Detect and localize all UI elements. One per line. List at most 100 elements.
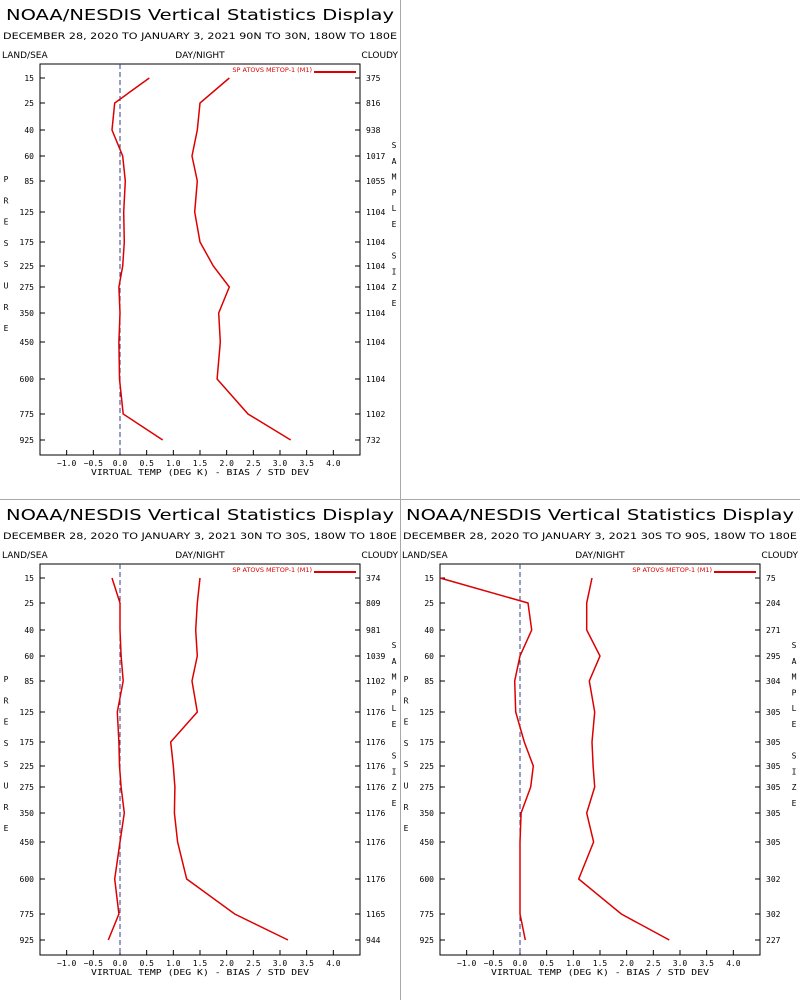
- panel-divider-vertical: [400, 0, 401, 1000]
- sample-size-label: 1176: [366, 738, 385, 747]
- sample-size-label: 732: [366, 436, 381, 445]
- pressure-level-label: 450: [20, 338, 35, 347]
- sample-size-label: 304: [766, 677, 781, 686]
- pressure-level-label: 40: [24, 626, 34, 635]
- x-tick-label: 0.5: [539, 959, 554, 968]
- plot-frame: [39, 63, 361, 456]
- sample-size-label: 1055: [366, 177, 385, 186]
- sample-size-label: 1104: [366, 309, 385, 318]
- pressure-axis-letter: S: [4, 239, 9, 248]
- pressure-level-label: 60: [424, 652, 434, 661]
- x-tick-label: 4.0: [326, 959, 341, 968]
- sample-size-axis-letter: A: [392, 157, 397, 166]
- pressure-level-label: 275: [420, 783, 435, 792]
- x-tick-label: 1.5: [193, 459, 208, 468]
- sample-size-axis-letter: S: [392, 752, 397, 761]
- sample-size-axis-letter: E: [792, 799, 797, 808]
- pressure-level-label: 125: [420, 708, 435, 717]
- x-tick-label: 2.5: [646, 959, 661, 968]
- pressure-axis-letter: E: [404, 824, 409, 833]
- sample-size-axis-letter: M: [792, 673, 797, 682]
- pressure-level-label: 40: [24, 126, 34, 135]
- sample-size-axis-letter: Z: [392, 783, 397, 792]
- pressure-level-label: 775: [420, 910, 435, 919]
- pressure-axis-letter: E: [4, 824, 9, 833]
- chart-svg: NOAA/NESDIS Vertical Statistics Display D…: [2, 6, 398, 477]
- sample-size-label: 305: [766, 762, 781, 771]
- sample-size-axis-letter: S: [792, 752, 797, 761]
- x-tick-label: 2.0: [219, 459, 234, 468]
- legend-label: SP ATOVS METOP-1 (M1): [232, 566, 312, 574]
- sample-size-axis-letter: E: [392, 799, 397, 808]
- sample-size-axis-letter: L: [792, 704, 797, 713]
- pressure-axis-letter: P: [404, 675, 409, 684]
- pressure-level-label: 175: [420, 738, 435, 747]
- x-tick-label: 1.5: [593, 959, 608, 968]
- pressure-axis-letter: P: [4, 675, 9, 684]
- sample-size-label: 295: [766, 652, 781, 661]
- pressure-level-label: 350: [20, 309, 35, 318]
- sample-size-label: 302: [766, 875, 781, 884]
- header-land-sea: LAND/SEA: [2, 551, 48, 561]
- pressure-level-label: 125: [20, 208, 35, 217]
- series-line-std-dev: [577, 577, 670, 941]
- chart-panel-90n-30n: NOAA/NESDIS Vertical Statistics Display D…: [0, 0, 400, 500]
- sample-size-label: 1104: [366, 238, 385, 247]
- sample-size-axis-letter: L: [392, 204, 397, 213]
- header-day-night: DAY/NIGHT: [175, 51, 225, 61]
- sample-size-label: 938: [366, 126, 381, 135]
- x-tick-label: 1.0: [166, 459, 181, 468]
- chart-title: NOAA/NESDIS Vertical Statistics Display: [6, 6, 394, 24]
- sample-size-axis-letter: A: [392, 657, 397, 666]
- pressure-axis-letter: E: [4, 718, 9, 727]
- pressure-level-label: 15: [24, 74, 34, 83]
- sample-size-axis-letter: A: [792, 657, 797, 666]
- pressure-level-label: 600: [20, 375, 35, 384]
- series-line-bias: [439, 577, 535, 941]
- series-line-std-dev: [169, 577, 289, 941]
- x-tick-label: 0.0: [113, 959, 128, 968]
- pressure-axis-letter: R: [4, 196, 9, 205]
- pressure-axis-letter: R: [4, 303, 9, 312]
- pressure-axis-letter: P: [4, 175, 9, 184]
- x-tick-label: −0.5: [84, 459, 103, 468]
- x-tick-label: 0.0: [513, 959, 528, 968]
- pressure-level-label: 125: [20, 708, 35, 717]
- pressure-level-label: 225: [420, 762, 435, 771]
- sample-size-label: 305: [766, 838, 781, 847]
- pressure-level-label: 175: [20, 238, 35, 247]
- header-land-sea: LAND/SEA: [402, 551, 448, 561]
- sample-size-label: 1104: [366, 375, 385, 384]
- sample-size-label: 1165: [366, 910, 385, 919]
- pressure-level-label: 925: [420, 936, 435, 945]
- sample-size-axis-letter: I: [392, 267, 397, 276]
- x-tick-label: 3.5: [299, 959, 314, 968]
- pressure-axis-letter: R: [4, 696, 9, 705]
- header-day-night: DAY/NIGHT: [575, 551, 625, 561]
- pressure-level-label: 15: [424, 574, 434, 583]
- sample-size-label: 1176: [366, 762, 385, 771]
- sample-size-label: 1039: [366, 652, 385, 661]
- x-tick-label: 2.0: [219, 959, 234, 968]
- x-tick-label: 4.0: [726, 959, 741, 968]
- sample-size-label: 375: [366, 74, 381, 83]
- pressure-axis-letter: U: [4, 782, 9, 791]
- chart-title: NOAA/NESDIS Vertical Statistics Display: [6, 506, 394, 524]
- legend-label: SP ATOVS METOP-1 (M1): [632, 566, 712, 574]
- sample-size-axis-letter: M: [392, 673, 397, 682]
- pressure-axis-letter: U: [404, 782, 409, 791]
- x-tick-label: 3.0: [273, 459, 288, 468]
- sample-size-axis-letter: P: [392, 188, 397, 197]
- sample-size-label: 305: [766, 809, 781, 818]
- pressure-level-label: 600: [420, 875, 435, 884]
- chart-svg: NOAA/NESDIS Vertical Statistics Display D…: [2, 506, 398, 977]
- sample-size-axis-letter: P: [392, 688, 397, 697]
- sample-size-label: 271: [766, 626, 781, 635]
- x-axis-title: VIRTUAL TEMP (DEG K) - BIAS / STD DEV: [91, 468, 309, 477]
- chart-subtitle: DECEMBER 28, 2020 TO JANUARY 3, 2021 30S…: [403, 532, 797, 542]
- x-tick-label: 2.5: [246, 459, 261, 468]
- sample-size-label: 204: [766, 599, 781, 608]
- pressure-axis-letter: S: [4, 260, 9, 269]
- pressure-level-label: 85: [24, 677, 34, 686]
- pressure-level-label: 60: [24, 152, 34, 161]
